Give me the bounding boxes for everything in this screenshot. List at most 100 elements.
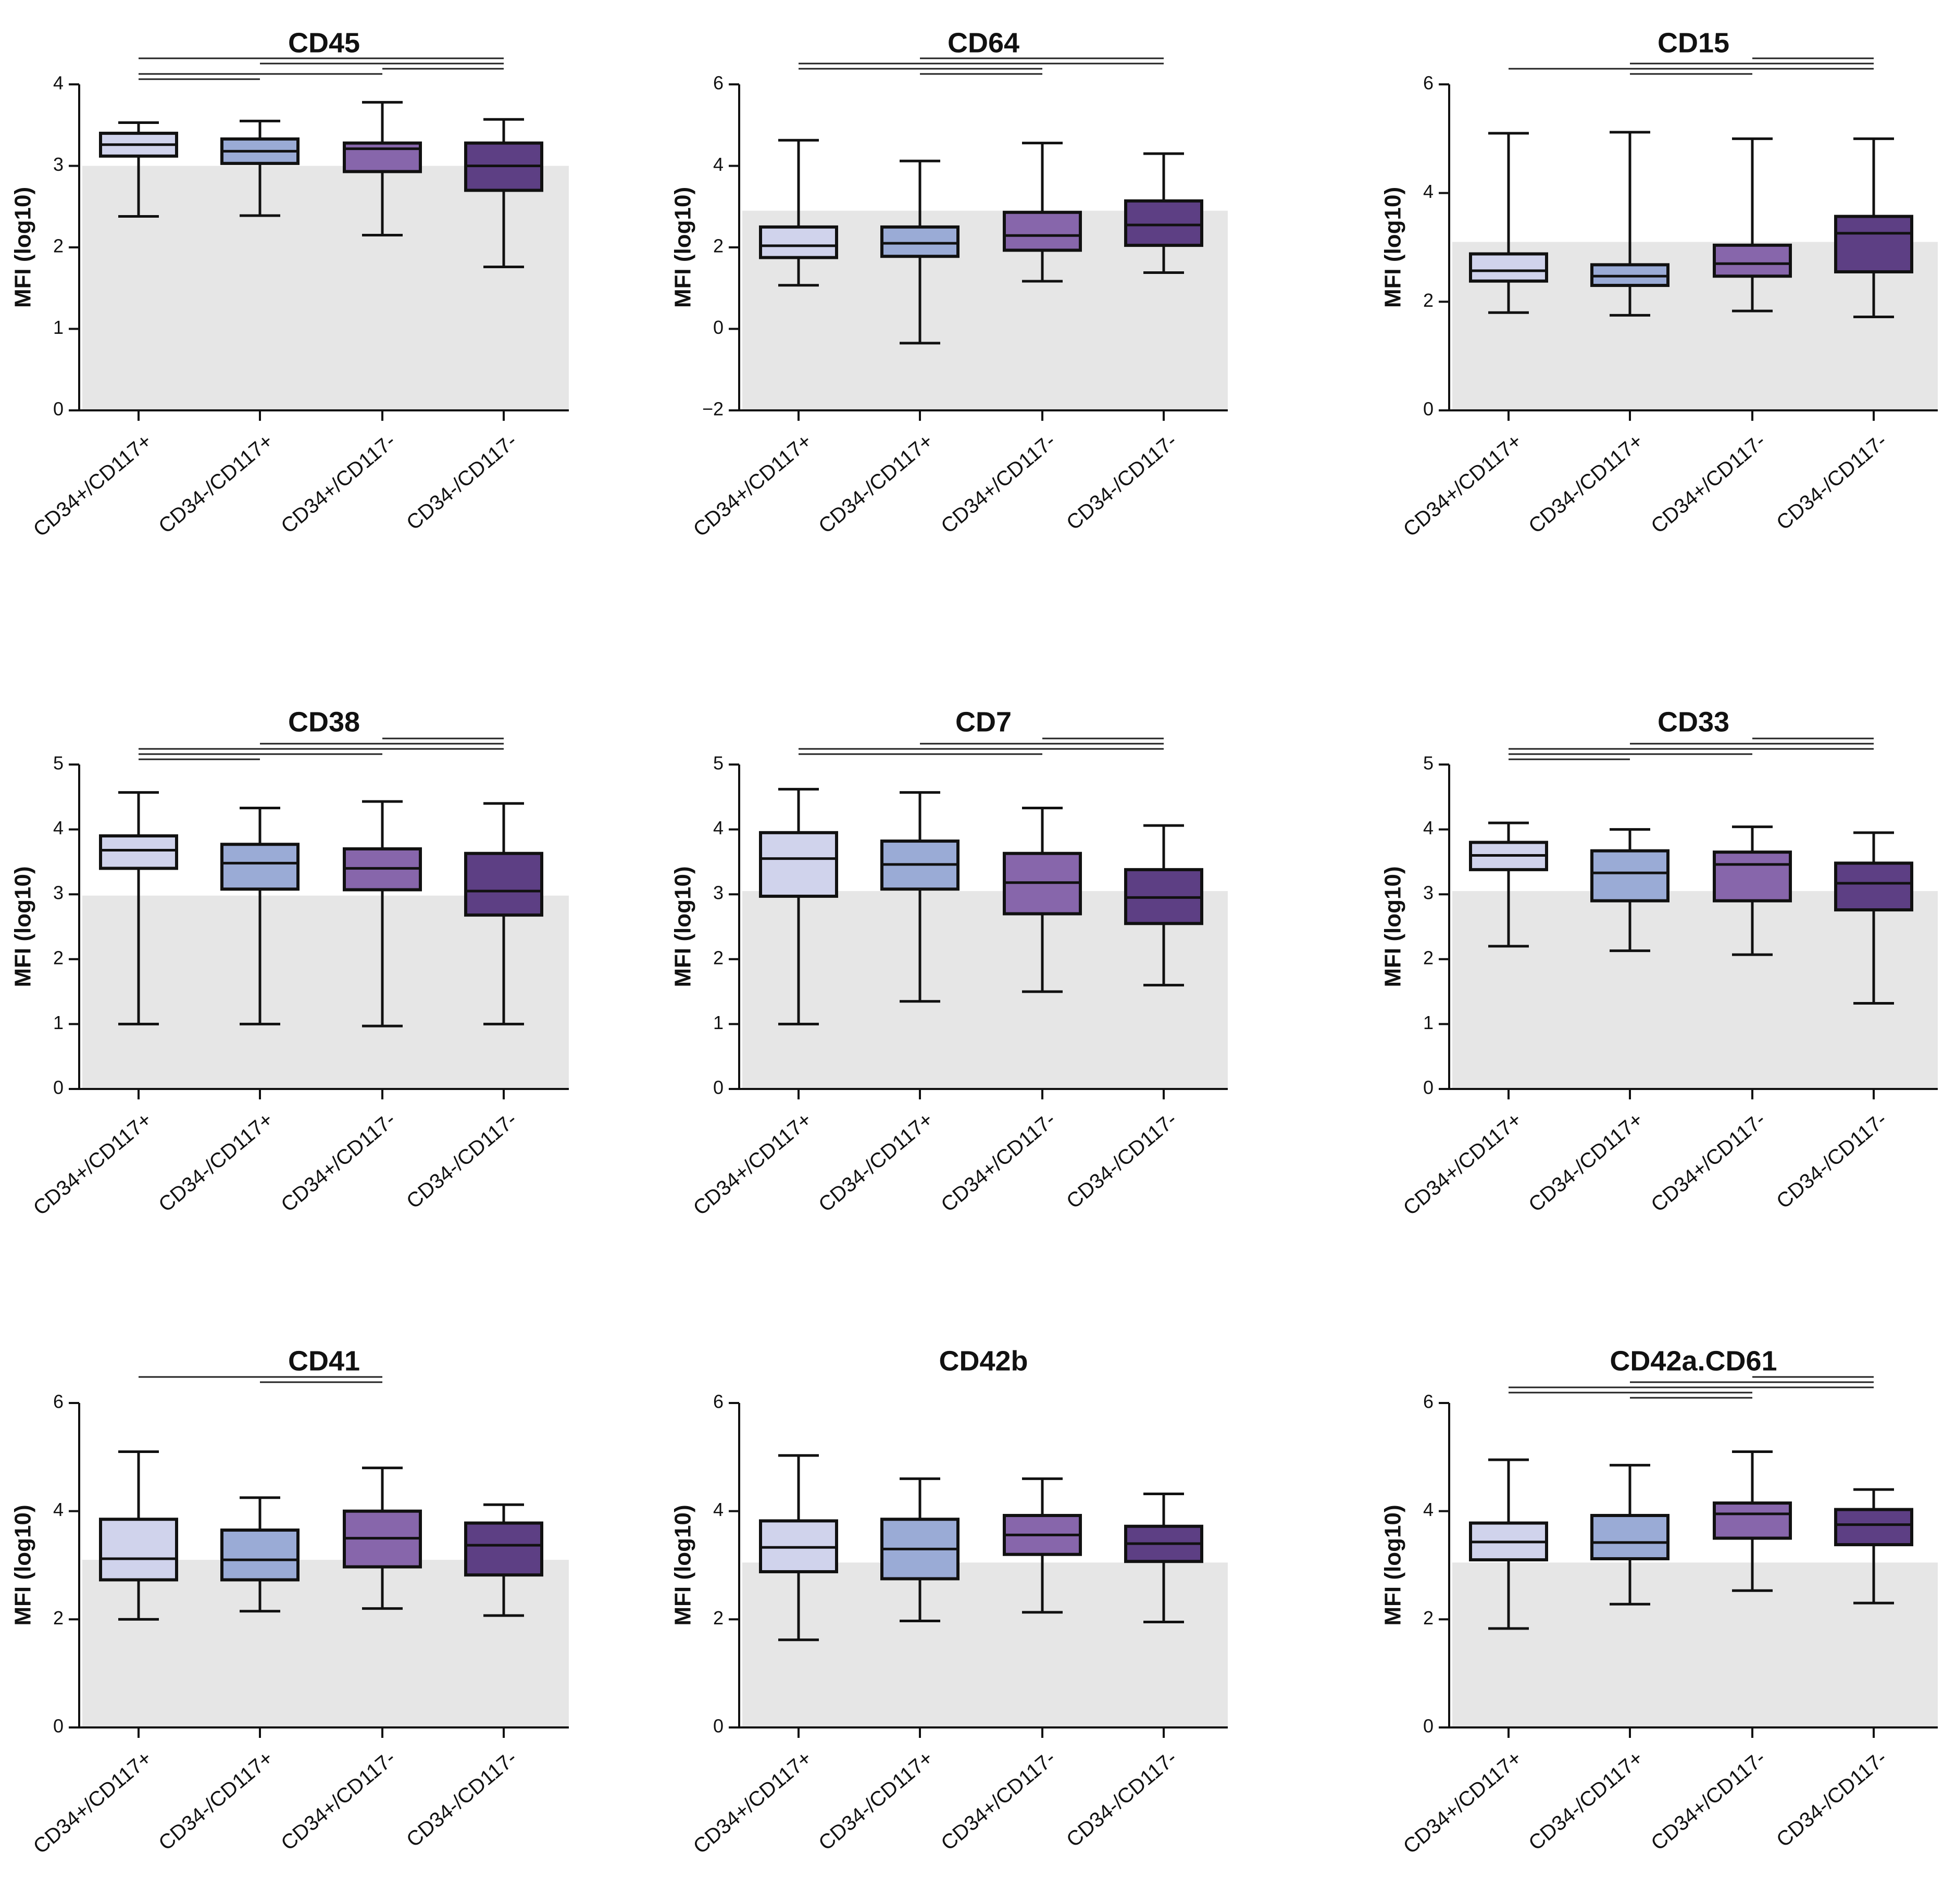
box-3	[1713, 825, 1792, 956]
y-tick-label: 4	[1423, 1499, 1434, 1520]
y-tick-label: 2	[1423, 1607, 1434, 1629]
y-tick-label: 4	[713, 154, 724, 175]
x-tick-label: CD34+/CD117+	[1399, 1747, 1526, 1859]
y-tick-label: 0	[1423, 1715, 1434, 1737]
x-tick-label: CD34+/CD117+	[689, 430, 816, 542]
x-tick-label: CD34+/CD117+	[29, 1747, 156, 1859]
x-tick-label: CD34+/CD117-	[277, 1747, 400, 1855]
box-2	[880, 159, 960, 345]
y-tick-label: 3	[1423, 882, 1434, 904]
x-tick-label: CD34+/CD117-	[1647, 1747, 1770, 1855]
box-4	[464, 1503, 543, 1617]
y-tick-label: 3	[713, 882, 724, 904]
x-tick-label: CD34+/CD117-	[937, 430, 1060, 538]
iqr-box	[1834, 861, 1913, 912]
x-tick-label: CD34-/CD117-	[1772, 1108, 1891, 1213]
y-tick-label: 2	[53, 1607, 64, 1629]
iqr-box	[1469, 252, 1548, 283]
x-tick-label: CD34+/CD117+	[689, 1747, 816, 1859]
iqr-box	[464, 851, 543, 917]
reference-band	[82, 166, 569, 410]
iqr-box	[1590, 1513, 1670, 1561]
y-axis-label: MFI (log10)	[1380, 1505, 1406, 1625]
x-tick-label: CD34-/CD117+	[1524, 1747, 1647, 1855]
x-tick-label: CD34-/CD117-	[402, 1108, 521, 1213]
x-tick-label: CD34-/CD117-	[402, 1747, 521, 1852]
box-3	[1003, 806, 1082, 993]
y-tick-label: 4	[53, 72, 64, 94]
box-4	[464, 118, 543, 269]
iqr-box	[99, 1518, 178, 1582]
iqr-box	[220, 843, 300, 891]
y-tick-label: 0	[713, 1077, 724, 1098]
x-tick-label: CD34+/CD117-	[1647, 1108, 1770, 1217]
reference-band	[82, 895, 569, 1089]
chart-title: CD64	[948, 27, 1019, 58]
box-2	[880, 1477, 960, 1622]
y-tick-label: 5	[713, 753, 724, 774]
y-axis-label: MFI (log10)	[670, 866, 696, 987]
box-1	[1469, 132, 1548, 314]
x-tick-label: CD34+/CD117+	[29, 1108, 156, 1220]
y-tick-label: 1	[53, 317, 64, 338]
box-4	[1124, 824, 1203, 987]
x-tick-label: CD34-/CD117+	[154, 430, 277, 538]
iqr-box	[759, 831, 838, 898]
y-axis-label: MFI (log10)	[10, 1505, 36, 1625]
box-2	[220, 806, 300, 1025]
y-tick-label: 3	[53, 882, 64, 904]
iqr-box	[1003, 210, 1082, 252]
y-axis-label: MFI (log10)	[670, 187, 696, 308]
box-2	[220, 119, 300, 217]
y-tick-label: 4	[713, 1499, 724, 1520]
chart-title: CD15	[1658, 27, 1729, 58]
iqr-box	[1124, 199, 1203, 247]
x-tick-label: CD34-/CD117-	[402, 430, 521, 535]
box-1	[759, 1454, 838, 1642]
box-1	[1469, 821, 1548, 948]
chart-title: CD42b	[939, 1345, 1028, 1376]
box-4	[1834, 1488, 1913, 1605]
x-tick-label: CD34+/CD117+	[1399, 430, 1526, 542]
y-tick-label: 0	[53, 1715, 64, 1737]
iqr-box	[1713, 850, 1792, 903]
y-tick-label: −2	[702, 398, 724, 420]
box-1	[99, 1450, 178, 1621]
box-1	[99, 121, 178, 218]
reference-band	[742, 1562, 1228, 1727]
box-4	[464, 802, 543, 1025]
box-1	[1469, 1458, 1548, 1630]
y-tick-label: 5	[53, 753, 64, 774]
box-2	[220, 1496, 300, 1613]
x-tick-label: CD34+/CD117+	[689, 1108, 816, 1220]
y-axis-label: MFI (log10)	[1380, 866, 1406, 987]
y-tick-label: 1	[713, 1012, 724, 1033]
box-4	[1834, 831, 1913, 1005]
x-tick-label: CD34-/CD117+	[814, 1108, 937, 1217]
box-3	[343, 800, 422, 1028]
chart-title: CD42a.CD61	[1610, 1345, 1777, 1376]
y-tick-label: 6	[53, 1391, 64, 1412]
reference-band	[1452, 1562, 1938, 1727]
iqr-box	[759, 225, 838, 259]
iqr-box	[1834, 215, 1913, 273]
x-tick-label: CD34-/CD117+	[814, 430, 937, 538]
y-tick-label: 2	[713, 235, 724, 257]
y-tick-label: 5	[1423, 753, 1434, 774]
y-tick-label: 6	[713, 1391, 724, 1412]
box-2	[1590, 828, 1670, 953]
y-tick-label: 6	[713, 72, 724, 94]
iqr-box	[220, 1529, 300, 1582]
iqr-box	[880, 225, 960, 258]
x-tick-label: CD34-/CD117-	[1062, 1747, 1181, 1852]
box-1	[99, 791, 178, 1025]
chart-title: CD7	[955, 706, 1012, 737]
x-tick-label: CD34+/CD117-	[277, 1108, 400, 1217]
y-tick-label: 1	[53, 1012, 64, 1033]
y-tick-label: 4	[53, 817, 64, 838]
y-tick-label: 1	[1423, 1012, 1434, 1033]
iqr-box	[1713, 243, 1792, 278]
